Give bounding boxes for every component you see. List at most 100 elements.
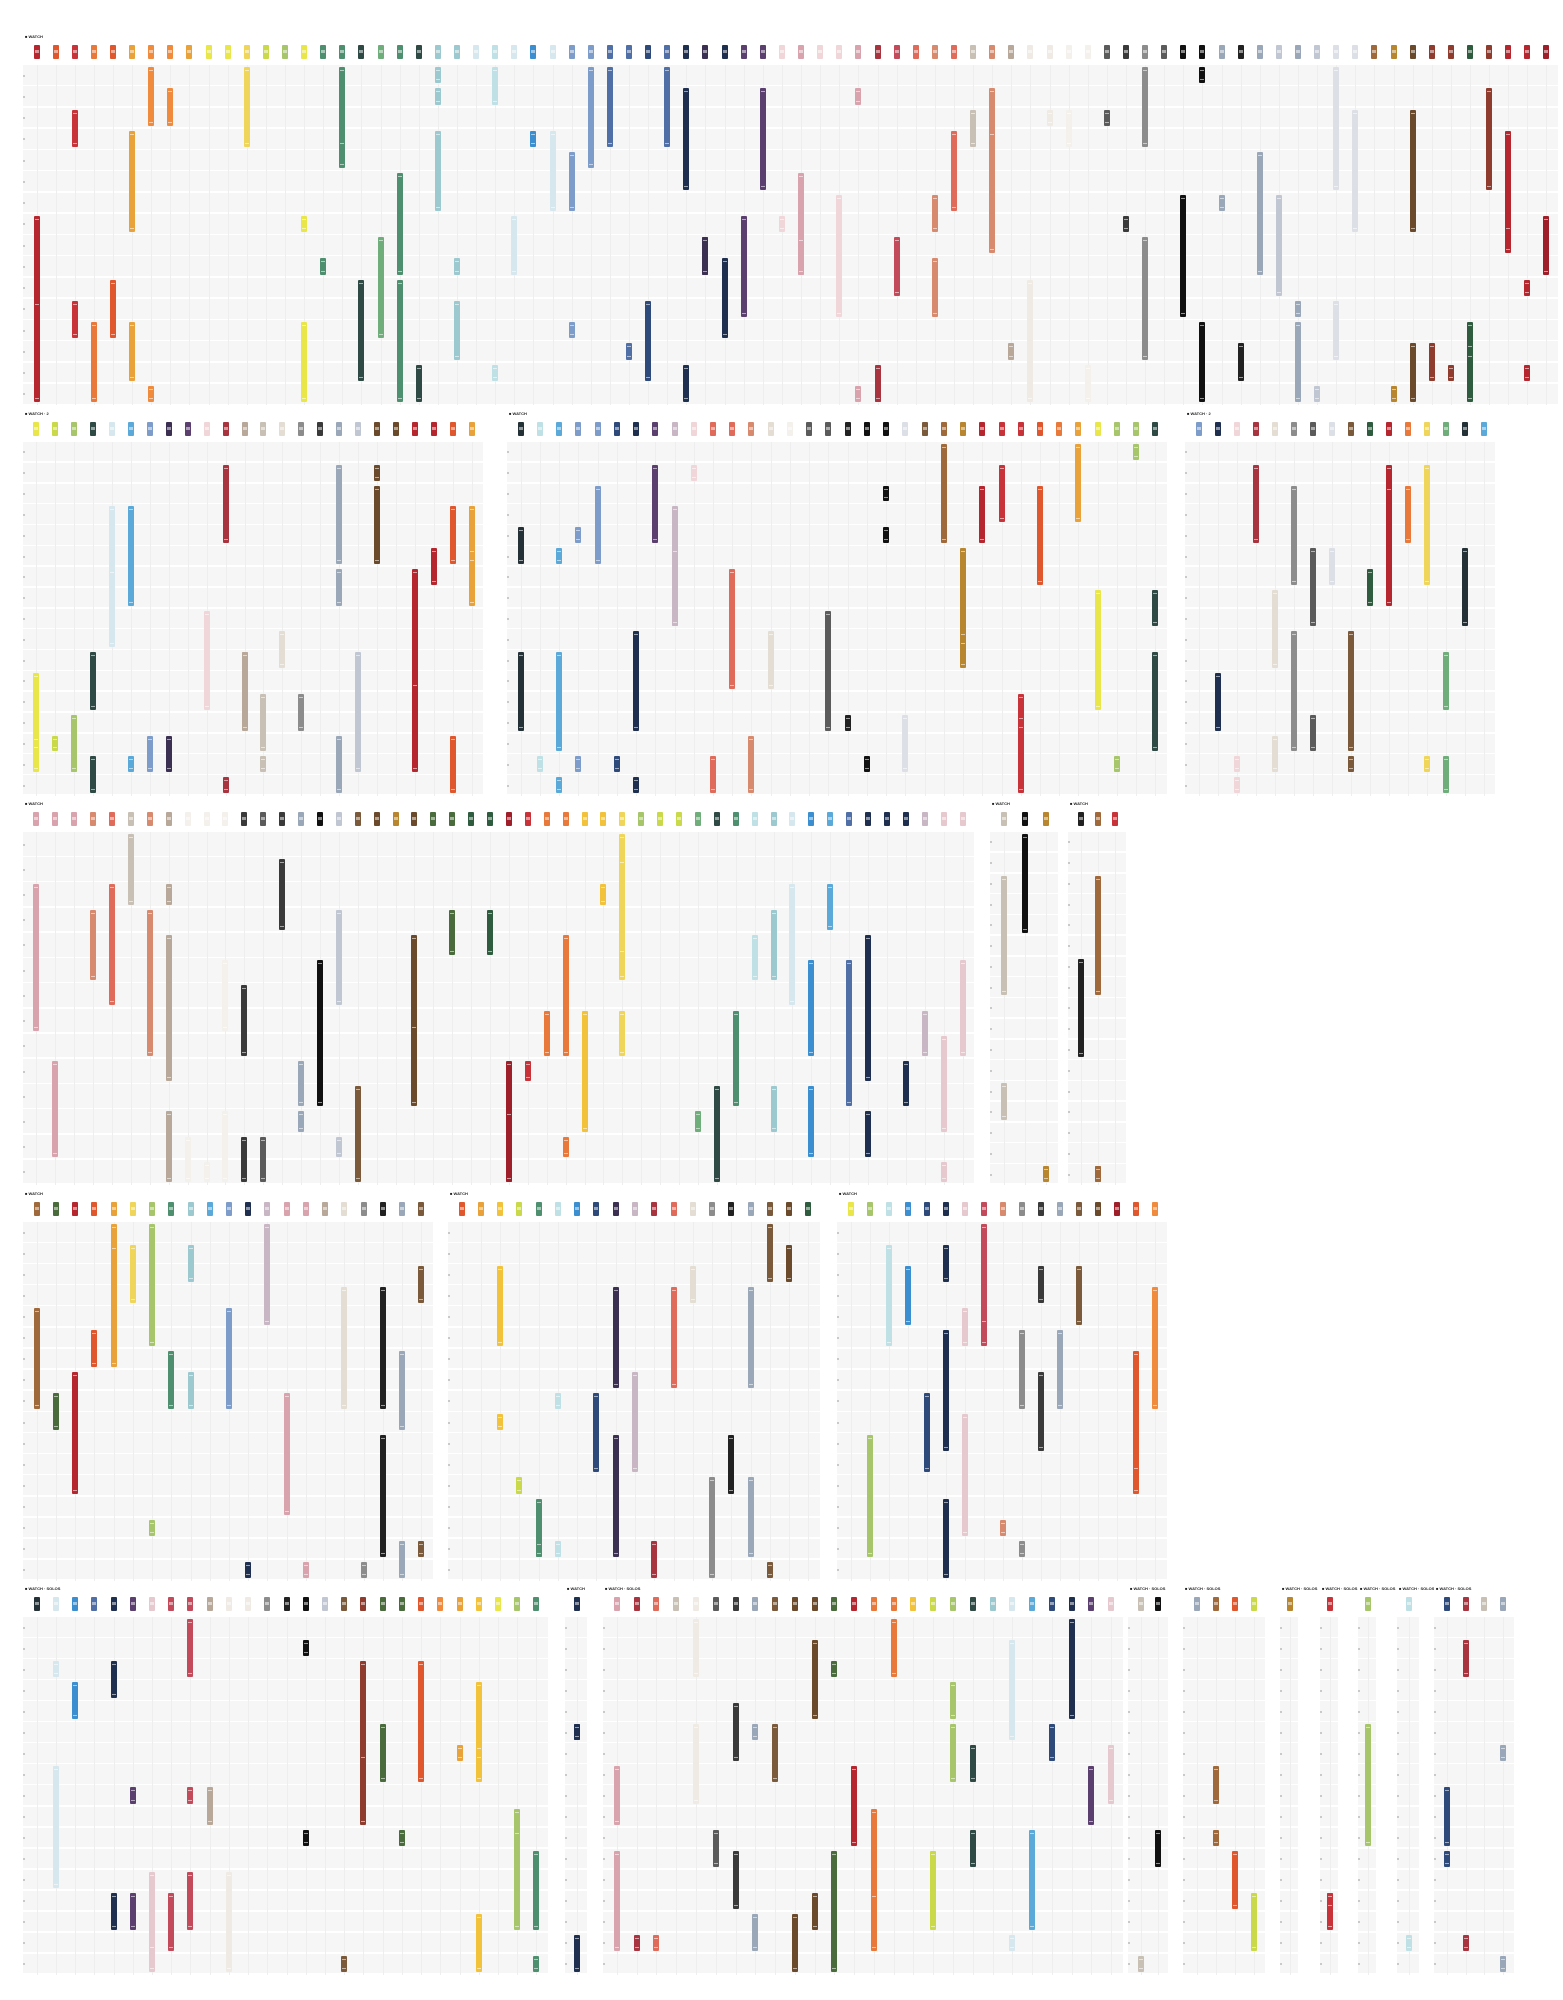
- header-band-swatch[interactable]: [811, 1597, 818, 1611]
- header-band-swatch[interactable]: [1231, 1597, 1238, 1611]
- band-availability-bar[interactable]: [574, 1724, 580, 1741]
- header-band-swatch[interactable]: [458, 1202, 465, 1216]
- band-availability-bar[interactable]: [1212, 1766, 1219, 1804]
- header-band-swatch[interactable]: [921, 422, 928, 436]
- header-band-swatch[interactable]: [633, 1597, 640, 1611]
- header-band-swatch[interactable]: [638, 812, 645, 826]
- band-availability-bar[interactable]: [1199, 322, 1206, 402]
- header-band-swatch[interactable]: [1199, 45, 1206, 59]
- header-band-swatch[interactable]: [613, 1597, 620, 1611]
- band-availability-bar[interactable]: [683, 88, 690, 190]
- header-band-swatch[interactable]: [222, 422, 229, 436]
- band-availability-bar[interactable]: [149, 1519, 156, 1536]
- band-availability-bar[interactable]: [33, 673, 40, 773]
- band-availability-bar[interactable]: [709, 1477, 716, 1578]
- band-availability-bar[interactable]: [110, 279, 116, 339]
- band-availability-bar[interactable]: [52, 1661, 59, 1678]
- header-band-swatch[interactable]: [1214, 422, 1221, 436]
- band-availability-bar[interactable]: [71, 109, 78, 147]
- header-band-swatch[interactable]: [846, 812, 853, 826]
- header-band-swatch[interactable]: [1019, 1202, 1026, 1216]
- header-band-swatch[interactable]: [613, 422, 620, 436]
- band-availability-bar[interactable]: [831, 1661, 838, 1678]
- header-band-swatch[interactable]: [1409, 45, 1416, 59]
- header-band-swatch[interactable]: [379, 1202, 386, 1216]
- header-band-swatch[interactable]: [317, 422, 324, 436]
- band-availability-bar[interactable]: [517, 527, 524, 564]
- band-availability-bar[interactable]: [360, 1661, 367, 1762]
- band-availability-bar[interactable]: [1442, 652, 1449, 710]
- band-availability-bar[interactable]: [1466, 343, 1473, 360]
- band-availability-bar[interactable]: [1423, 464, 1430, 585]
- band-availability-bar[interactable]: [1001, 875, 1008, 996]
- band-availability-bar[interactable]: [1027, 279, 1034, 402]
- band-availability-bar[interactable]: [1275, 194, 1282, 296]
- band-availability-bar[interactable]: [454, 300, 461, 360]
- band-availability-bar[interactable]: [1347, 631, 1354, 752]
- header-band-swatch[interactable]: [1390, 45, 1397, 59]
- band-availability-bar[interactable]: [129, 322, 136, 381]
- header-band-swatch[interactable]: [90, 812, 97, 826]
- header-band-swatch[interactable]: [129, 1202, 136, 1216]
- band-availability-bar[interactable]: [712, 1829, 719, 1867]
- band-availability-bar[interactable]: [930, 1850, 937, 1930]
- band-availability-bar[interactable]: [298, 1060, 305, 1107]
- header-band-swatch[interactable]: [392, 422, 399, 436]
- header-band-swatch[interactable]: [149, 1202, 156, 1216]
- header-band-swatch[interactable]: [751, 812, 758, 826]
- header-band-swatch[interactable]: [90, 45, 97, 59]
- band-availability-bar[interactable]: [855, 88, 862, 105]
- header-band-swatch[interactable]: [808, 812, 815, 826]
- header-band-swatch[interactable]: [863, 422, 870, 436]
- band-availability-bar[interactable]: [241, 1136, 248, 1182]
- header-band-swatch[interactable]: [335, 812, 342, 826]
- header-band-swatch[interactable]: [931, 45, 938, 59]
- header-band-swatch[interactable]: [1466, 45, 1473, 59]
- band-availability-bar[interactable]: [1333, 67, 1340, 190]
- header-band-swatch[interactable]: [186, 45, 193, 59]
- band-availability-bar[interactable]: [960, 548, 967, 669]
- header-band-swatch[interactable]: [109, 812, 116, 826]
- band-availability-bar[interactable]: [1137, 1955, 1144, 1972]
- header-band-swatch[interactable]: [146, 812, 153, 826]
- header-band-swatch[interactable]: [33, 812, 40, 826]
- header-band-swatch[interactable]: [399, 1202, 406, 1216]
- band-availability-bar[interactable]: [360, 1561, 367, 1578]
- band-availability-bar[interactable]: [165, 735, 172, 773]
- band-availability-bar[interactable]: [339, 67, 346, 147]
- band-availability-bar[interactable]: [1088, 1766, 1095, 1825]
- header-band-swatch[interactable]: [187, 1597, 194, 1611]
- band-availability-bar[interactable]: [1076, 1266, 1083, 1325]
- band-availability-bar[interactable]: [1543, 215, 1550, 275]
- band-availability-bar[interactable]: [379, 1435, 386, 1557]
- header-band-swatch[interactable]: [732, 1597, 739, 1611]
- header-band-swatch[interactable]: [851, 1597, 858, 1611]
- header-band-swatch[interactable]: [511, 45, 518, 59]
- header-band-swatch[interactable]: [398, 1597, 405, 1611]
- header-band-swatch[interactable]: [1233, 422, 1240, 436]
- header-band-swatch[interactable]: [396, 45, 403, 59]
- band-availability-bar[interactable]: [1075, 444, 1082, 523]
- header-band-swatch[interactable]: [645, 45, 652, 59]
- header-band-swatch[interactable]: [1250, 1597, 1257, 1611]
- band-availability-bar[interactable]: [556, 777, 563, 793]
- header-band-swatch[interactable]: [1029, 1597, 1036, 1611]
- band-availability-bar[interactable]: [844, 714, 851, 731]
- band-availability-bar[interactable]: [568, 322, 575, 339]
- band-availability-bar[interactable]: [148, 67, 155, 126]
- band-availability-bar[interactable]: [1314, 385, 1321, 402]
- band-availability-bar[interactable]: [241, 985, 248, 1056]
- band-availability-bar[interactable]: [1447, 364, 1454, 381]
- header-band-swatch[interactable]: [543, 812, 550, 826]
- band-availability-bar[interactable]: [354, 1086, 361, 1182]
- header-band-swatch[interactable]: [505, 812, 512, 826]
- band-availability-bar[interactable]: [1462, 1934, 1469, 1951]
- header-band-swatch[interactable]: [415, 45, 422, 59]
- header-band-swatch[interactable]: [72, 1597, 79, 1611]
- header-band-swatch[interactable]: [437, 1597, 444, 1611]
- header-band-swatch[interactable]: [536, 422, 543, 436]
- header-band-swatch[interactable]: [732, 812, 739, 826]
- header-band-swatch[interactable]: [1108, 1597, 1115, 1611]
- header-band-swatch[interactable]: [279, 812, 286, 826]
- header-band-swatch[interactable]: [1103, 45, 1110, 59]
